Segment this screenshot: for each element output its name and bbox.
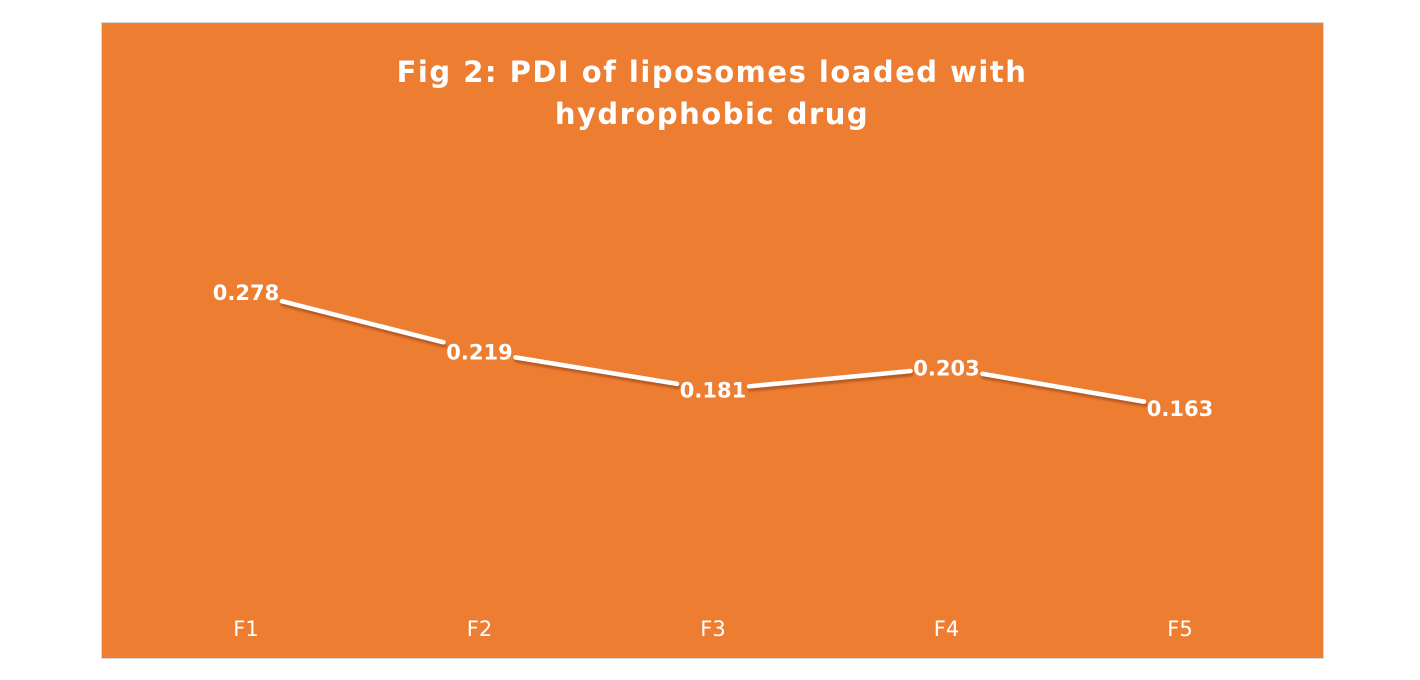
series-line-segment (980, 371, 1147, 404)
data-label-f1: 0.278 (213, 281, 279, 305)
x-tick-label-f3: F3 (700, 617, 725, 641)
x-tick-label-f1: F1 (233, 617, 258, 641)
chart-title: Fig 2: PDI of liposomes loaded with hydr… (396, 55, 1028, 131)
data-label-f4: 0.203 (913, 357, 979, 381)
data-label-f2: 0.219 (446, 340, 512, 364)
x-tick-label-f2: F2 (467, 617, 492, 641)
series-line-segment (746, 368, 913, 389)
series-line-segment (279, 298, 446, 345)
series-line-segment (513, 355, 680, 387)
x-tick-label-f5: F5 (1167, 617, 1192, 641)
plot-area: 0.278 0.219 0.181 0.203 0.163 F1 F2 F3 F4 F5 (213, 281, 1213, 641)
chart-area: Fig 2: PDI of liposomes loaded with hydr… (101, 22, 1324, 659)
data-label-f3: 0.181 (680, 379, 746, 403)
x-tick-label-f4: F4 (934, 617, 959, 641)
data-label-f5: 0.163 (1147, 397, 1213, 421)
